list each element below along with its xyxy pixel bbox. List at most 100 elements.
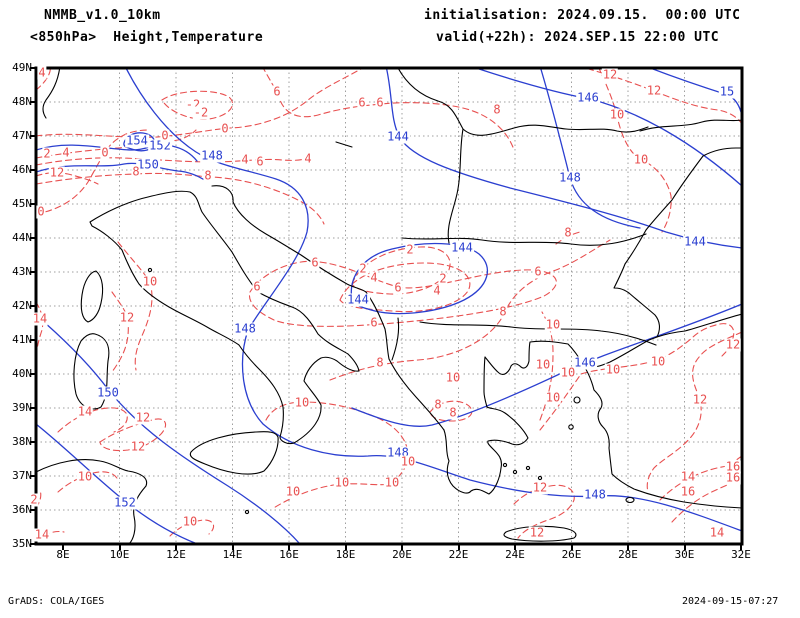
- lat-label: 41N: [12, 333, 32, 346]
- temp-contour-label: 10: [608, 107, 626, 122]
- temp-contour-label: 6: [369, 315, 379, 330]
- temp-contour-label: 16: [724, 470, 742, 485]
- temp-contour-label: 6: [357, 95, 367, 110]
- temp-contour-label: 10: [284, 484, 302, 499]
- axis-tick: [30, 339, 36, 341]
- lat-label: 37N: [12, 469, 32, 482]
- axis-tick: [288, 544, 290, 550]
- temp-contour-label: 12: [724, 337, 742, 352]
- height-contour-label: 144: [683, 234, 707, 249]
- height-contour-label: 148: [558, 170, 582, 185]
- temp-contour-label: 12: [645, 83, 663, 98]
- axis-tick: [30, 475, 36, 477]
- axis-tick: [30, 271, 36, 273]
- temp-contour-label: 12: [129, 439, 147, 454]
- temp-contour-label: 8: [448, 405, 458, 420]
- lat-label: 36N: [12, 503, 32, 516]
- temp-contour-label: 10: [444, 370, 462, 385]
- lon-label: 12E: [166, 548, 186, 561]
- axis-tick: [740, 544, 742, 550]
- temp-contour-label: 8: [131, 164, 141, 179]
- temp-contour-label: 14: [76, 404, 94, 419]
- temp-contour-label: 4: [369, 270, 379, 285]
- axis-tick: [570, 544, 573, 550]
- lat-label: 44N: [12, 231, 32, 244]
- temp-contour-label: 10: [383, 475, 401, 490]
- axis-tick: [30, 441, 36, 443]
- temp-contour-label: 14: [708, 525, 726, 540]
- height-contour-label: 146: [573, 355, 597, 370]
- temp-contour-label: 10: [632, 152, 650, 167]
- coastlines-borders: [36, 68, 742, 544]
- temp-contour-label: 10: [604, 362, 622, 377]
- temp-contour-label: 8: [433, 397, 443, 412]
- lon-label: 22E: [448, 548, 469, 561]
- temp-contour-label: 12: [691, 392, 709, 407]
- plot-frame: [34, 66, 744, 546]
- field-title: <850hPa> Height,Temperature: [30, 30, 264, 45]
- lon-label: 16E: [279, 548, 299, 561]
- temp-contour-label: 10: [293, 395, 311, 410]
- temp-contour-label: 2: [42, 146, 52, 161]
- axis-tick: [30, 67, 36, 69]
- height-contour-label: 152: [113, 495, 137, 510]
- axis-tick: [30, 543, 36, 545]
- temp-contour-label: 2: [29, 492, 39, 507]
- axis-tick: [344, 544, 347, 550]
- temp-contour-label: 16: [679, 484, 697, 499]
- axis-tick: [231, 544, 234, 550]
- height-contour-label: 146: [576, 90, 600, 105]
- temp-contour-label: 6: [252, 279, 262, 294]
- grads-credit: GrADS: COLA/IGES: [8, 596, 105, 607]
- axis-tick: [30, 305, 36, 307]
- temp-contour-label: 6: [393, 280, 403, 295]
- height-contour-label: 150: [136, 157, 160, 172]
- axis-tick: [30, 407, 36, 409]
- lat-label: 42N: [12, 299, 32, 312]
- temp-contour-label: 4: [240, 152, 250, 167]
- height-contour-label: 148: [200, 148, 224, 163]
- lat-label: 46N: [12, 163, 32, 176]
- lon-label: 18E: [335, 548, 356, 561]
- temp-contour-label: 6: [255, 154, 265, 169]
- temp-contour-label: 8: [492, 102, 502, 117]
- axis-tick: [30, 373, 36, 375]
- temp-contour-label: 4: [37, 65, 47, 80]
- temp-contour-label: 8: [498, 304, 508, 319]
- temp-contour-label: 4: [432, 283, 442, 298]
- height-contour-label: 154: [125, 133, 149, 148]
- temp-contour-label: 4: [61, 145, 71, 160]
- temp-contour-label: 0: [160, 128, 170, 143]
- axis-tick: [30, 203, 36, 205]
- lon-label: 10E: [109, 548, 130, 561]
- temp-contour-label: 12: [531, 480, 549, 495]
- lon-label: 14E: [222, 548, 243, 561]
- init-time: initialisation: 2024.09.15. 00:00 UTC: [424, 8, 741, 23]
- temp-contour-label: 6: [533, 264, 543, 279]
- temp-contour-label: 10: [559, 365, 577, 380]
- temp-contour-label: 12: [118, 310, 136, 325]
- creation-stamp: 2024-09-15-07:27: [682, 596, 779, 607]
- height-contour-label: 148: [233, 321, 257, 336]
- axis-tick: [627, 544, 629, 550]
- axis-tick: [30, 509, 36, 511]
- model-title: NMMB_v1.0_10km: [44, 8, 161, 23]
- lon-label: 20E: [392, 548, 412, 561]
- temp-contour-label: 0: [100, 145, 110, 160]
- lat-label: 35N: [12, 537, 32, 550]
- axis-tick: [30, 169, 36, 171]
- axis-tick: [30, 237, 36, 239]
- height-contour-label: 144: [346, 292, 370, 307]
- temp-contour-label: 14: [33, 527, 51, 542]
- temp-contour-label: 14: [679, 469, 697, 484]
- temp-contour-label: 8: [375, 355, 385, 370]
- temp-contour-label: 10: [649, 354, 667, 369]
- temp-contour-label: 0: [36, 204, 46, 219]
- lat-label: 39N: [12, 401, 32, 414]
- lon-label: 24E: [505, 548, 525, 561]
- temp-contour-label: 12: [48, 165, 66, 180]
- temp-contour-label: 12: [601, 67, 619, 82]
- temp-contour-label: 10: [534, 357, 552, 372]
- temp-contour-label: 6: [375, 95, 385, 110]
- axis-tick: [683, 544, 686, 550]
